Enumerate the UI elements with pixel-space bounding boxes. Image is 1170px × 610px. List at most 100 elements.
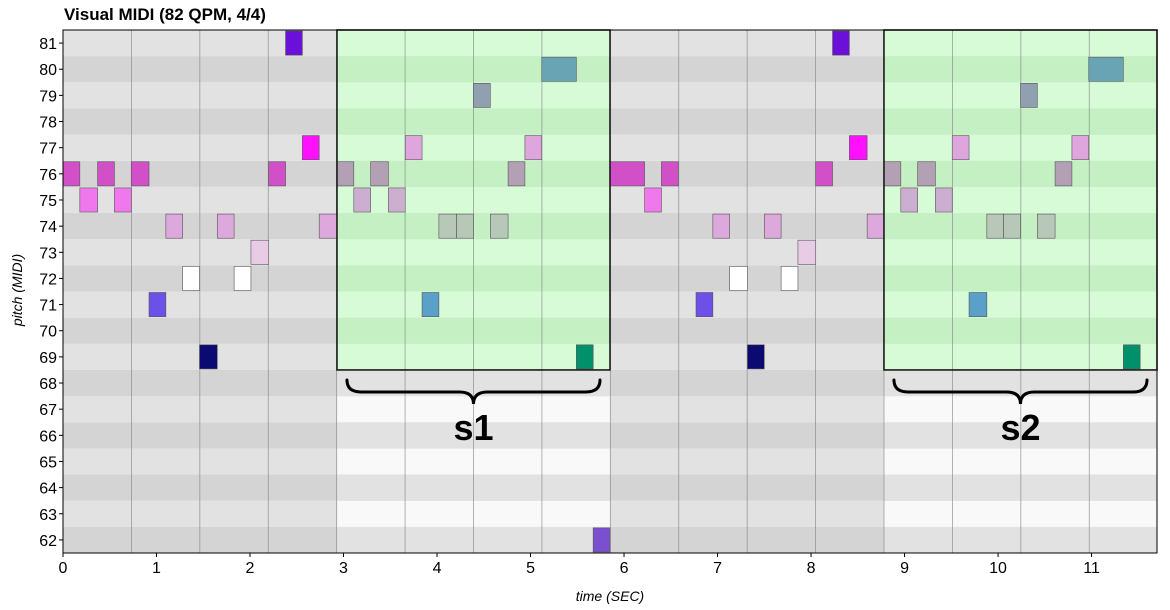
- note-74-51: [986, 213, 1004, 239]
- x-tick-label-4: 4: [433, 560, 442, 577]
- note-75-46: [900, 187, 918, 213]
- note-75-48: [935, 187, 953, 213]
- note-73-11: [250, 239, 270, 265]
- y-tick-label-75: 75: [39, 193, 57, 210]
- note-69-29: [576, 344, 594, 370]
- note-77-14: [302, 135, 320, 161]
- note-69-8: [199, 344, 218, 370]
- x-tick-label-5: 5: [526, 560, 535, 577]
- section-label-s1: s1: [453, 407, 493, 448]
- y-tick-label-62: 62: [39, 533, 57, 550]
- y-tick-label-80: 80: [39, 62, 57, 79]
- note-76-45: [883, 161, 902, 187]
- note-79-53: [1020, 83, 1038, 108]
- y-tick-label-66: 66: [39, 428, 57, 445]
- note-74-35: [712, 213, 730, 239]
- note-74-15: [318, 213, 338, 239]
- y-tick-label-81: 81: [39, 36, 57, 53]
- note-80-28: [541, 56, 577, 82]
- x-tick-label-8: 8: [807, 560, 816, 577]
- note-62-30: [592, 527, 611, 553]
- note-72-39: [780, 266, 799, 291]
- note-75-3: [114, 187, 132, 213]
- note-76-16: [336, 161, 355, 187]
- note-81-13: [285, 30, 303, 56]
- note-76-18: [370, 161, 389, 187]
- note-71-21: [421, 292, 440, 317]
- note-74-38: [763, 213, 782, 239]
- y-tick-label-72: 72: [39, 271, 57, 288]
- x-tick-label-11: 11: [1083, 560, 1100, 577]
- x-tick-label-10: 10: [989, 560, 1007, 577]
- note-72-10: [233, 266, 252, 291]
- note-81-42: [832, 30, 850, 56]
- y-tick-label-77: 77: [39, 141, 57, 158]
- note-80-57: [1088, 56, 1124, 82]
- note-71-50: [968, 292, 988, 317]
- note-74-22: [438, 213, 457, 239]
- note-76-55: [1054, 161, 1073, 187]
- note-74-6: [165, 213, 183, 239]
- x-tick-label-7: 7: [713, 560, 722, 577]
- note-76-33: [661, 161, 679, 187]
- y-tick-label-69: 69: [39, 350, 57, 367]
- x-axis-label: time (SEC): [576, 588, 644, 604]
- note-72-36: [729, 266, 748, 291]
- note-71-5: [148, 292, 167, 317]
- y-tick-label-68: 68: [39, 376, 57, 393]
- section-label-s2: s2: [1000, 407, 1040, 448]
- brace-s1: [345, 378, 602, 405]
- y-axis-label: pitch (MIDI): [9, 254, 25, 327]
- note-71-34: [695, 292, 714, 317]
- y-tick-label-73: 73: [39, 245, 57, 262]
- y-tick-label-78: 78: [39, 115, 57, 132]
- note-76-47: [917, 161, 936, 187]
- y-tick-label-63: 63: [39, 507, 57, 524]
- note-75-32: [644, 187, 662, 213]
- note-72-7: [182, 266, 200, 291]
- note-77-49: [951, 135, 970, 161]
- note-76-41: [815, 161, 833, 187]
- y-tick-label-67: 67: [39, 402, 57, 419]
- note-74-25: [490, 213, 509, 239]
- note-74-44: [866, 213, 885, 239]
- section-braces: s1 s2: [345, 378, 1149, 448]
- note-76-26: [507, 161, 526, 187]
- note-75-19: [388, 187, 406, 213]
- axes: 6263646566676869707172737475767778798081…: [39, 29, 1158, 577]
- note-76-2: [97, 161, 115, 187]
- y-tick-label-74: 74: [39, 219, 57, 236]
- note-77-27: [524, 135, 543, 161]
- y-tick-label-76: 76: [39, 167, 57, 184]
- note-79-24: [473, 83, 491, 108]
- note-77-56: [1071, 135, 1090, 161]
- note-73-40: [797, 239, 817, 265]
- note-74-52: [1003, 213, 1021, 239]
- plot-frame: [62, 29, 1158, 554]
- note-77-20: [404, 135, 423, 161]
- y-tick-label-79: 79: [39, 88, 57, 105]
- note-76-0: [62, 161, 81, 187]
- x-tick-label-2: 2: [246, 560, 255, 577]
- note-74-23: [456, 213, 474, 239]
- note-69-37: [747, 344, 765, 370]
- y-tick-label-70: 70: [39, 324, 57, 341]
- chart-title: Visual MIDI (82 QPM, 4/4): [64, 5, 266, 24]
- x-tick-label-9: 9: [900, 560, 909, 577]
- note-76-31: [609, 161, 645, 187]
- note-75-17: [353, 187, 371, 213]
- brace-s2: [892, 378, 1149, 405]
- note-77-43: [849, 135, 868, 161]
- note-76-4: [130, 161, 150, 187]
- note-74-9: [216, 213, 235, 239]
- x-tick-label-6: 6: [620, 560, 629, 577]
- note-74-54: [1037, 213, 1056, 239]
- y-tick-label-64: 64: [39, 481, 57, 498]
- y-tick-label-65: 65: [39, 454, 57, 471]
- note-blocks: [62, 30, 1141, 553]
- x-tick-label-3: 3: [339, 560, 348, 577]
- x-tick-label-1: 1: [152, 560, 161, 577]
- note-69-58: [1123, 344, 1141, 370]
- note-76-12: [268, 161, 286, 187]
